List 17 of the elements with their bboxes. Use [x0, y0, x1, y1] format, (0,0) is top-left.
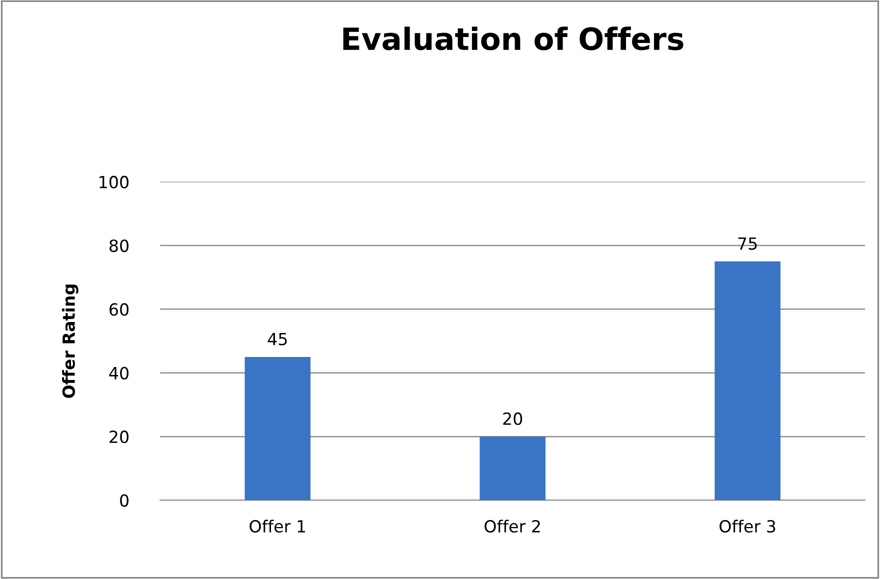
x-tick-label: Offer 3	[720, 520, 776, 533]
bar	[714, 261, 780, 500]
chart-title: Evaluation of Offers	[343, 26, 684, 50]
y-tick-label: 100	[100, 176, 128, 188]
y-tick-label: 60	[110, 303, 128, 316]
data-label: 45	[268, 333, 287, 346]
data-label: 75	[738, 237, 757, 250]
x-tick-label: Offer 1	[250, 520, 306, 533]
y-axis-title: Offer Rating	[62, 284, 78, 398]
data-label: 20	[503, 412, 522, 426]
y-tick-label: 40	[109, 366, 128, 380]
y-tick-label: 20	[110, 430, 128, 444]
y-tick-label: 80	[110, 239, 128, 252]
x-tick-label: Offer 2	[484, 520, 540, 533]
bar	[244, 356, 311, 500]
y-tick-label: 0	[120, 494, 128, 507]
bar	[480, 436, 546, 500]
